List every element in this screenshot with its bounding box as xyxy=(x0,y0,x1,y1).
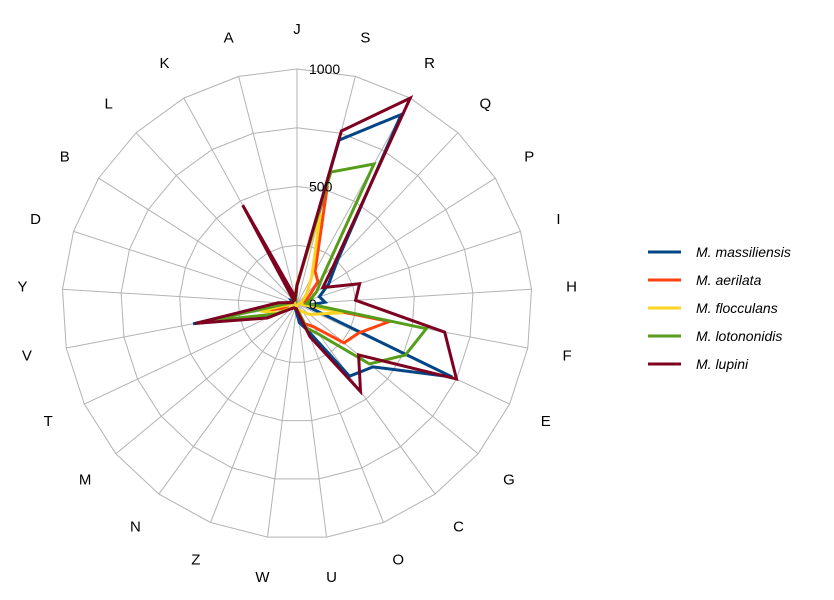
grid-ring xyxy=(61,68,533,538)
legend-label: M. lotononidis xyxy=(696,328,782,344)
tick-label: 500 xyxy=(309,179,333,195)
legend: M. massiliensis M. aerilata M. flocculans M… xyxy=(648,244,791,372)
tick-label-layer: 0 500 1000 xyxy=(309,61,340,312)
grid-spoke xyxy=(238,76,298,305)
tick-label: 1000 xyxy=(309,61,340,77)
grid-spoke xyxy=(296,303,479,455)
category-label: J xyxy=(293,21,301,38)
category-label: O xyxy=(392,552,404,569)
grid-spoke xyxy=(267,303,298,538)
grid-layer xyxy=(61,68,533,538)
category-label-layer: J S R Q P I H F E G C O U W Z N M T V Y D B L K A xyxy=(17,21,576,586)
series-line-2 xyxy=(261,185,395,345)
category-label: M xyxy=(79,471,92,488)
grid-ring xyxy=(237,244,357,363)
category-label: Z xyxy=(191,552,200,569)
category-label: V xyxy=(22,348,32,365)
grid-spoke xyxy=(296,288,532,305)
category-label: C xyxy=(453,519,464,536)
category-label: F xyxy=(563,348,572,365)
grid-spoke xyxy=(296,230,521,305)
category-label: T xyxy=(44,413,53,430)
category-label: I xyxy=(556,211,560,228)
category-label: W xyxy=(255,569,270,586)
category-label: S xyxy=(360,30,370,47)
grid-spoke xyxy=(84,303,298,405)
series-line-5 xyxy=(195,94,459,396)
category-label: P xyxy=(524,149,534,166)
category-label: Y xyxy=(17,279,27,296)
grid-spoke xyxy=(98,177,298,305)
series-layer xyxy=(192,94,459,396)
grid-spoke xyxy=(73,230,298,305)
grid-spoke xyxy=(158,303,298,495)
grid-ring xyxy=(120,127,474,480)
legend-label: M. massiliensis xyxy=(696,244,791,260)
tick-label: 0 xyxy=(309,296,317,312)
category-label: U xyxy=(326,569,337,586)
grid-spoke xyxy=(296,303,327,538)
category-label: D xyxy=(30,211,41,228)
category-label: E xyxy=(541,413,551,430)
category-label: G xyxy=(503,471,515,488)
category-label: K xyxy=(159,55,169,72)
category-label: H xyxy=(566,279,577,296)
legend-label: M. flocculans xyxy=(696,300,778,316)
grid-spoke xyxy=(62,288,298,305)
category-label: N xyxy=(130,519,141,536)
grid-spoke xyxy=(135,132,298,305)
legend-label: M. aerilata xyxy=(696,272,762,288)
grid-spoke xyxy=(210,303,298,523)
category-label: B xyxy=(60,149,70,166)
grid-ring xyxy=(179,185,415,422)
grid-spoke xyxy=(115,303,298,455)
category-label: A xyxy=(224,30,234,47)
category-label: Q xyxy=(479,96,491,113)
category-label: L xyxy=(105,96,113,113)
category-label: R xyxy=(424,55,435,72)
legend-label: M. lupini xyxy=(696,356,749,372)
